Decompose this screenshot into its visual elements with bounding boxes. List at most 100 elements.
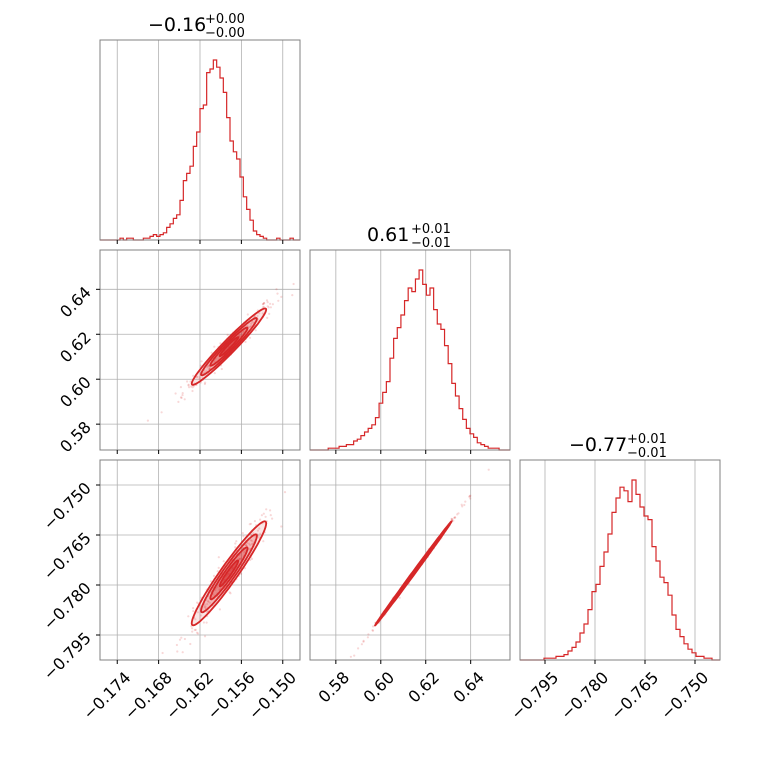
sample-point xyxy=(198,376,201,379)
sample-point xyxy=(371,629,375,632)
sample-point xyxy=(196,601,199,604)
sample-point xyxy=(206,603,209,606)
sample-point xyxy=(194,628,197,632)
sample-point xyxy=(194,618,197,621)
sample-point xyxy=(213,345,216,348)
sample-point xyxy=(188,386,191,389)
y-tick-label: 0.58 xyxy=(56,418,95,457)
x-tick-label: −0.750 xyxy=(657,668,712,723)
x-tick-label: −0.795 xyxy=(507,668,562,723)
sample-point xyxy=(238,558,241,561)
sample-point xyxy=(243,567,246,570)
sample-point xyxy=(244,543,247,547)
sample-point xyxy=(265,508,268,511)
sample-point xyxy=(456,513,459,516)
sample-point xyxy=(234,542,237,545)
sample-point xyxy=(262,302,266,305)
sample-point xyxy=(199,364,202,367)
sample-point xyxy=(198,377,201,380)
sample-point xyxy=(291,294,294,297)
y-tick-label: −0.795 xyxy=(40,628,95,683)
sample-point xyxy=(269,509,272,512)
sample-point xyxy=(207,365,211,368)
sample-point xyxy=(189,380,192,383)
sample-point xyxy=(177,400,180,403)
sample-point xyxy=(243,551,246,554)
sample-point xyxy=(269,514,272,517)
sample-point xyxy=(196,611,199,614)
sample-point xyxy=(146,419,149,422)
sample-point xyxy=(372,625,375,628)
sample-point xyxy=(191,627,194,630)
sample-point xyxy=(160,411,163,414)
sample-point xyxy=(362,639,365,643)
sample-point xyxy=(178,638,182,641)
sample-point xyxy=(353,654,356,657)
sample-point xyxy=(161,651,164,655)
sample-point xyxy=(249,325,253,328)
sample-point xyxy=(262,303,265,306)
sample-point xyxy=(191,630,194,633)
title-param-0-minus: −0.00 xyxy=(205,26,245,41)
sample-point xyxy=(454,516,457,519)
sample-point xyxy=(398,596,401,599)
x-tick-label: 0.64 xyxy=(449,668,488,707)
sample-point xyxy=(205,610,209,614)
sample-point xyxy=(216,586,219,589)
panels-layer: −0.795−0.780−0.765−0.7500.580.600.620.64… xyxy=(40,39,721,723)
sample-point xyxy=(195,376,198,379)
sample-point xyxy=(248,547,251,550)
sample-point xyxy=(207,600,210,603)
sample-point xyxy=(238,558,241,561)
sample-point xyxy=(275,288,278,291)
sample-point xyxy=(257,535,260,538)
sample-point xyxy=(175,643,178,647)
sample-point xyxy=(258,527,261,530)
sample-point xyxy=(244,544,248,547)
sample-point xyxy=(196,632,200,635)
title-param-0: −0.16 +0.00 −0.00 xyxy=(148,12,245,41)
title-param-2-value: −0.77 xyxy=(569,434,627,456)
sample-point xyxy=(180,396,183,399)
sample-point xyxy=(276,292,279,295)
sample-point xyxy=(204,606,207,610)
sample-point xyxy=(220,367,223,371)
density-panel-0-1: 0.58 0.60 0.62 0.64 xyxy=(56,249,301,457)
sample-point xyxy=(179,386,182,389)
sample-point xyxy=(201,376,204,379)
sample-point xyxy=(204,605,207,608)
sample-point xyxy=(252,532,255,535)
sample-point xyxy=(292,282,295,286)
sample-point xyxy=(259,518,262,521)
sample-point xyxy=(469,494,472,497)
sample-point xyxy=(250,322,253,325)
sample-point xyxy=(226,333,229,336)
sample-point xyxy=(457,512,460,515)
sample-point xyxy=(251,542,254,545)
sample-point xyxy=(253,315,256,318)
sample-point xyxy=(248,325,252,329)
sample-point xyxy=(187,384,190,387)
y-tick-label: −0.765 xyxy=(40,528,95,583)
y-tick-label: −0.780 xyxy=(40,578,95,633)
sample-point xyxy=(212,574,216,578)
sample-point xyxy=(192,610,195,613)
sample-point xyxy=(241,532,244,535)
sample-point xyxy=(261,312,264,315)
sample-point xyxy=(259,532,262,535)
sample-point xyxy=(451,518,454,521)
sample-point xyxy=(271,303,274,306)
sample-point xyxy=(261,303,265,306)
sample-point xyxy=(181,392,184,395)
sample-point xyxy=(181,651,184,654)
sample-point xyxy=(203,605,206,609)
x-tick-label: 0.62 xyxy=(404,668,443,707)
histogram-step-line xyxy=(520,479,720,661)
x-tick-label: 0.60 xyxy=(359,668,398,707)
sample-point xyxy=(191,386,194,389)
sample-point xyxy=(248,336,252,339)
sample-point xyxy=(468,495,471,498)
title-param-2-plus: +0.01 xyxy=(627,432,667,447)
sample-point xyxy=(192,374,195,377)
y-tick-label: 0.60 xyxy=(56,373,95,412)
